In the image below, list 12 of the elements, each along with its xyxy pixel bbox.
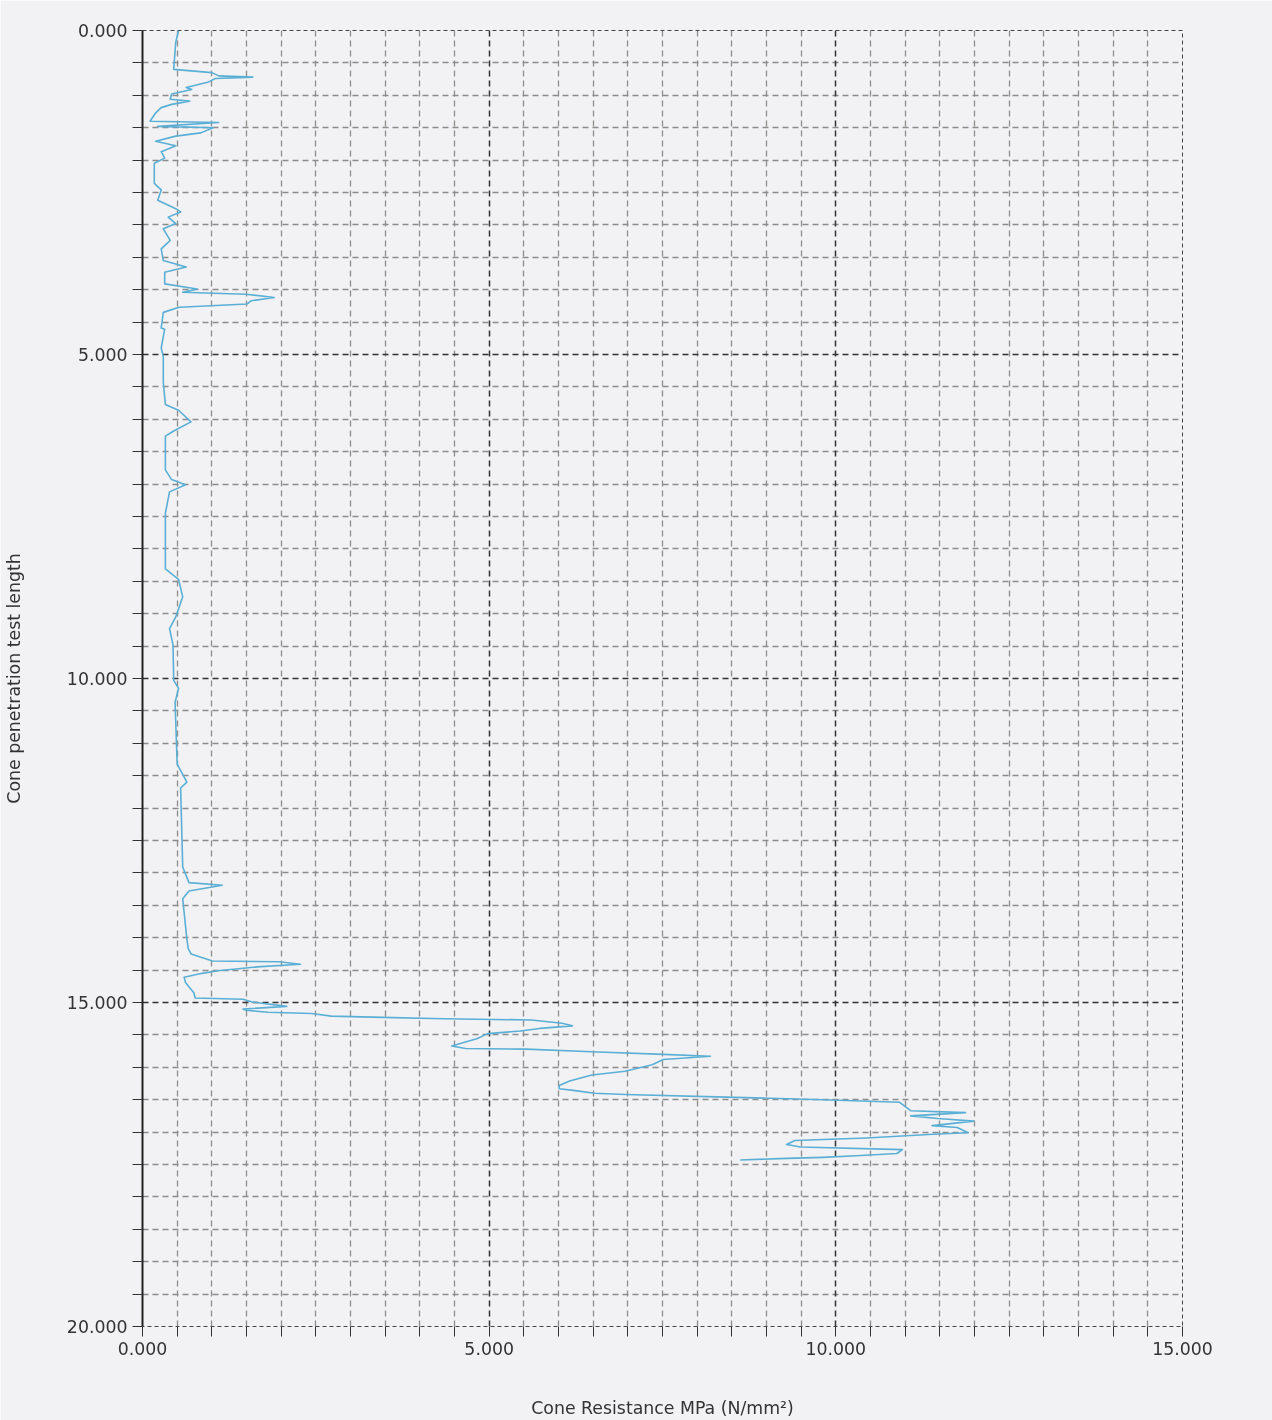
- y-tick-label: 10.000: [66, 669, 128, 689]
- x-tick-label: 10.000: [805, 1338, 867, 1359]
- x-axis-title: Cone Resistance MPa (N/mm²): [531, 1397, 794, 1418]
- y-tick-label: 5.000: [77, 345, 128, 365]
- x-tick-label: 0.000: [117, 1338, 168, 1359]
- line-series: [149, 30, 975, 1161]
- y-axis-title: Cone penetration test length: [3, 553, 24, 804]
- x-tick-label: 5.000: [464, 1338, 514, 1359]
- y-tick-label: 15.000: [66, 993, 128, 1013]
- x-tick-label: 15.000: [1152, 1338, 1213, 1359]
- y-tick-label: 20.000: [66, 1317, 128, 1337]
- y-tick-label: 0.000: [77, 21, 128, 41]
